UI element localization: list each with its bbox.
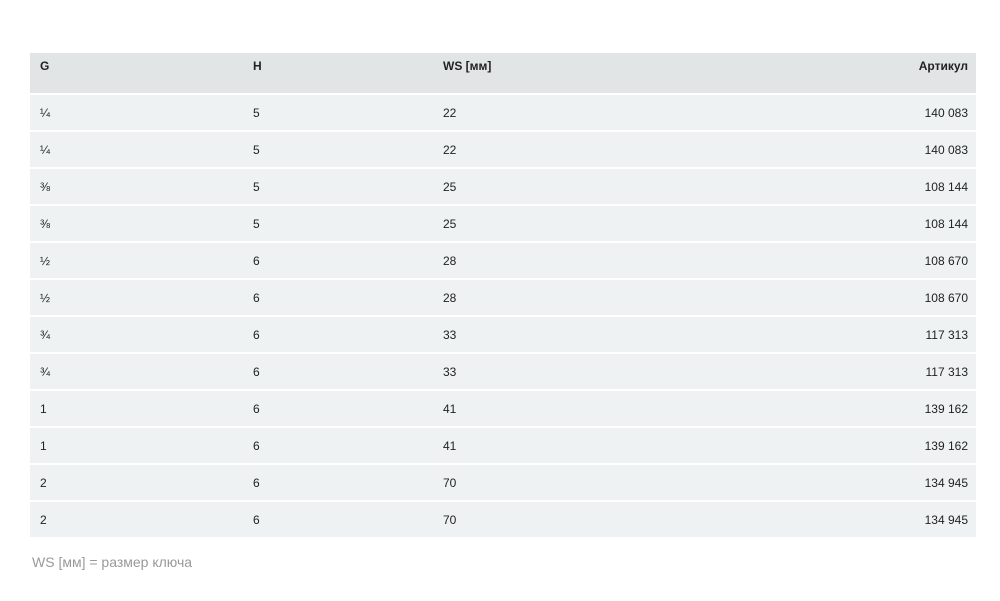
table-row: ½ 6 28 108 670 xyxy=(30,241,976,279)
table-row: ¾ 6 33 117 313 xyxy=(30,352,976,390)
cell-ws: 28 xyxy=(433,241,843,279)
cell-ws: 41 xyxy=(433,389,843,427)
cell-g: 1 xyxy=(30,389,243,427)
cell-h: 5 xyxy=(243,204,433,242)
cell-h: 6 xyxy=(243,241,433,279)
product-table: G H WS [мм] Артикул ¼ 5 22 140 083 ¼ 5 22 140 0… xyxy=(30,53,976,537)
cell-h: 6 xyxy=(243,352,433,390)
cell-ws: 33 xyxy=(433,315,843,353)
cell-article: 108 144 xyxy=(843,204,976,242)
header-ws: WS [мм] xyxy=(433,53,843,94)
cell-g: ⅜ xyxy=(30,204,243,242)
cell-article: 140 083 xyxy=(843,130,976,168)
table-row: ¾ 6 33 117 313 xyxy=(30,315,976,353)
cell-article: 139 162 xyxy=(843,389,976,427)
cell-article: 108 670 xyxy=(843,278,976,316)
cell-article: 134 945 xyxy=(843,463,976,501)
cell-h: 5 xyxy=(243,167,433,205)
table-row: 1 6 41 139 162 xyxy=(30,389,976,427)
cell-article: 140 083 xyxy=(843,93,976,131)
cell-article: 139 162 xyxy=(843,426,976,464)
cell-ws: 33 xyxy=(433,352,843,390)
header-g: G xyxy=(30,53,243,94)
cell-ws: 41 xyxy=(433,426,843,464)
cell-g: 2 xyxy=(30,463,243,501)
cell-ws: 25 xyxy=(433,167,843,205)
cell-g: ¾ xyxy=(30,315,243,353)
footnote: WS [мм] = размер ключа xyxy=(32,554,193,570)
header-article: Артикул xyxy=(843,53,976,94)
cell-article: 108 670 xyxy=(843,241,976,279)
cell-h: 6 xyxy=(243,500,433,537)
table-header: G H WS [мм] Артикул xyxy=(30,53,976,94)
cell-h: 6 xyxy=(243,315,433,353)
cell-ws: 22 xyxy=(433,130,843,168)
cell-article: 117 313 xyxy=(843,315,976,353)
cell-g: 1 xyxy=(30,426,243,464)
cell-h: 5 xyxy=(243,130,433,168)
cell-ws: 28 xyxy=(433,278,843,316)
table-row: ⅜ 5 25 108 144 xyxy=(30,204,976,242)
cell-g: ¼ xyxy=(30,130,243,168)
cell-ws: 70 xyxy=(433,463,843,501)
cell-ws: 22 xyxy=(433,93,843,131)
table-row: ¼ 5 22 140 083 xyxy=(30,130,976,168)
cell-ws: 25 xyxy=(433,204,843,242)
cell-article: 117 313 xyxy=(843,352,976,390)
table-row: ⅜ 5 25 108 144 xyxy=(30,167,976,205)
table-row: ½ 6 28 108 670 xyxy=(30,278,976,316)
cell-g: ½ xyxy=(30,241,243,279)
cell-g: ¾ xyxy=(30,352,243,390)
cell-article: 134 945 xyxy=(843,500,976,537)
table-row: ¼ 5 22 140 083 xyxy=(30,93,976,131)
cell-h: 6 xyxy=(243,463,433,501)
cell-article: 108 144 xyxy=(843,167,976,205)
header-h: H xyxy=(243,53,433,94)
cell-h: 6 xyxy=(243,278,433,316)
cell-ws: 70 xyxy=(433,500,843,537)
cell-h: 6 xyxy=(243,426,433,464)
cell-g: ¼ xyxy=(30,93,243,131)
table-row: 2 6 70 134 945 xyxy=(30,500,976,537)
table-row: 2 6 70 134 945 xyxy=(30,463,976,501)
cell-g: ½ xyxy=(30,278,243,316)
cell-g: ⅜ xyxy=(30,167,243,205)
table-row: 1 6 41 139 162 xyxy=(30,426,976,464)
cell-h: 6 xyxy=(243,389,433,427)
cell-h: 5 xyxy=(243,93,433,131)
cell-g: 2 xyxy=(30,500,243,537)
